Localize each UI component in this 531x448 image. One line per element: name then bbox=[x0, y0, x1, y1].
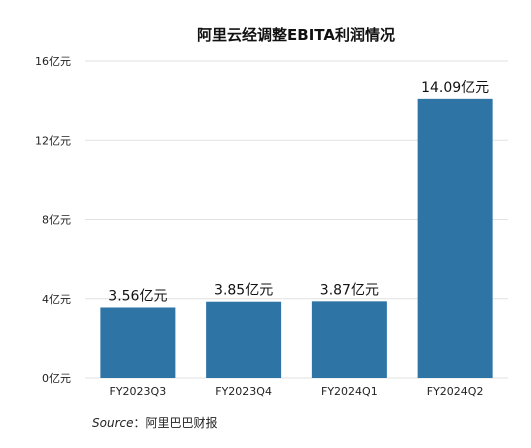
x-category-label: FY2024Q1 bbox=[321, 385, 378, 398]
source-separator: ： bbox=[133, 416, 145, 430]
bar-fy2024q2 bbox=[418, 99, 493, 378]
bar-fy2023q4 bbox=[206, 302, 281, 378]
data-label: 3.85亿元 bbox=[214, 283, 273, 299]
source-value: 阿里巴巴财报 bbox=[146, 416, 218, 430]
data-label: 14.09亿元 bbox=[421, 80, 489, 96]
y-tick-label: 12亿元 bbox=[35, 134, 71, 147]
x-category-label: FY2023Q4 bbox=[215, 385, 272, 398]
x-category-label: FY2024Q2 bbox=[427, 385, 484, 398]
x-axis-categories: FY2023Q3 FY2023Q4 FY2024Q1 FY2024Q2 bbox=[110, 385, 484, 398]
y-tick-label: 8亿元 bbox=[42, 214, 71, 227]
data-label: 3.56亿元 bbox=[108, 288, 167, 304]
x-category-label: FY2023Q3 bbox=[110, 385, 167, 398]
y-tick-label: 16亿元 bbox=[35, 55, 71, 68]
data-label: 3.87亿元 bbox=[320, 282, 379, 298]
source-note: Source：阿里巴巴财报 bbox=[92, 414, 218, 431]
bar-fy2024q1 bbox=[312, 301, 387, 378]
y-tick-label: 0亿元 bbox=[42, 372, 71, 385]
source-label: Source bbox=[92, 416, 133, 430]
bar-fy2023q3 bbox=[100, 307, 175, 378]
y-tick-label: 4亿元 bbox=[42, 293, 71, 306]
y-axis-ticks: 0亿元 4亿元 8亿元 12亿元 16亿元 bbox=[35, 55, 71, 385]
chart-title: 阿里云经调整EBITA利润情况 bbox=[197, 26, 395, 44]
